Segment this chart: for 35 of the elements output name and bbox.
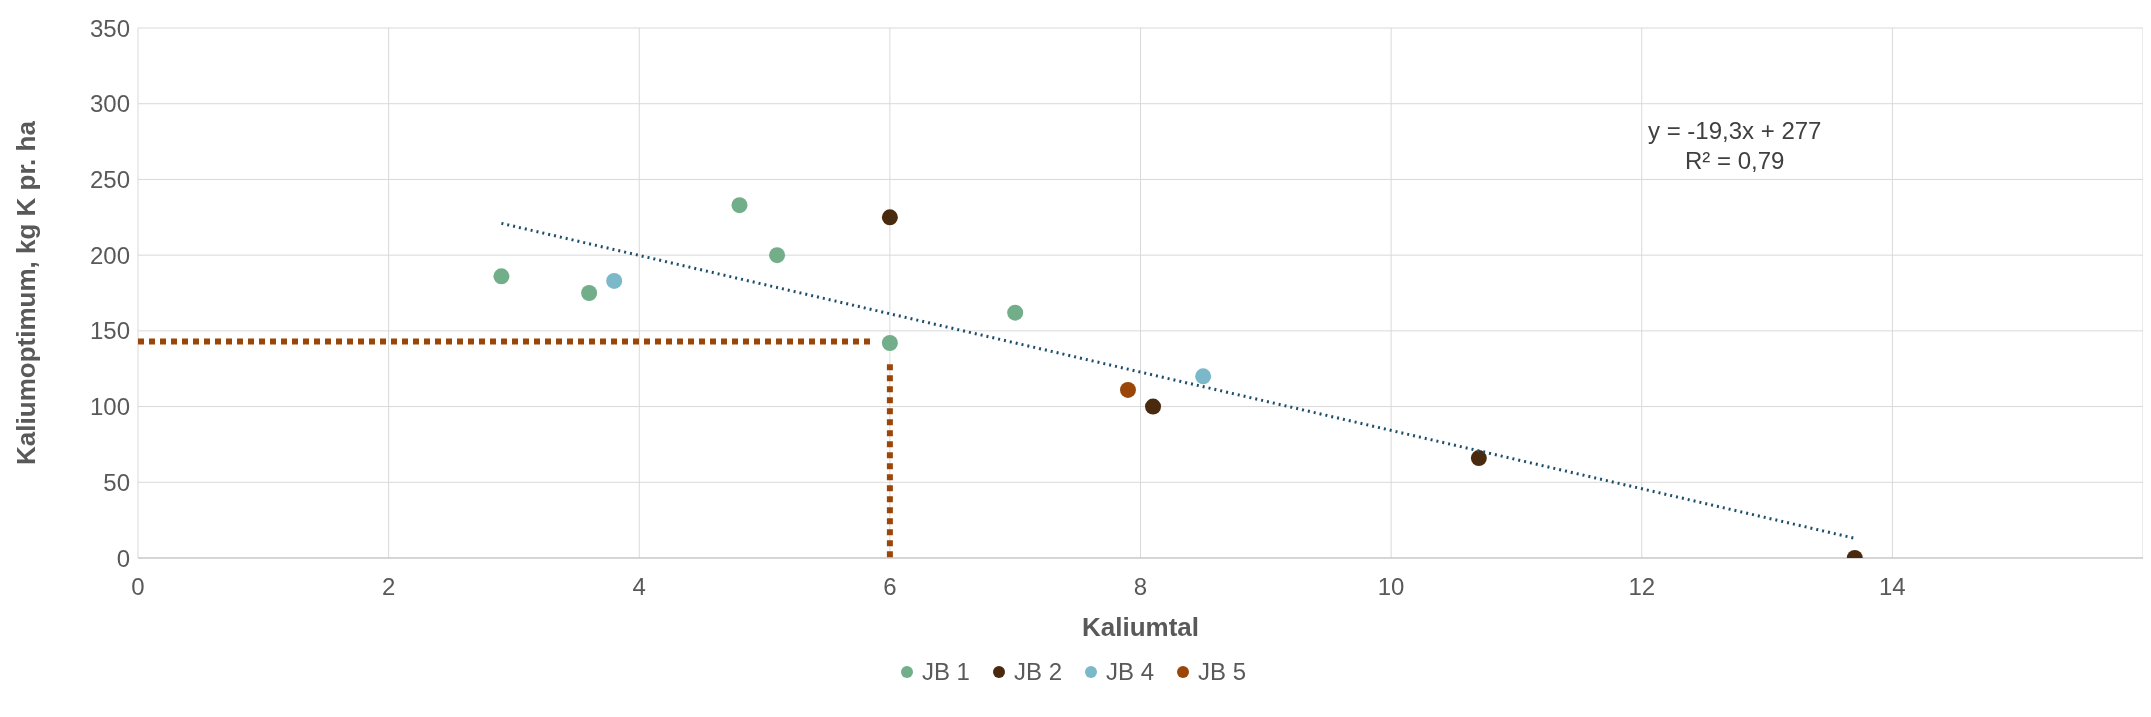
x-axis-title: Kaliumtal (1081, 612, 1200, 642)
point (1195, 368, 1212, 385)
point (731, 197, 748, 214)
y-tick-label: 100 (89, 393, 130, 421)
annotation: y = -19,3x + 277 (1648, 116, 1822, 146)
legend-label: JB 1 (920, 658, 970, 686)
x-tick-label: 6 (883, 573, 897, 601)
y-tick-label: 50 (103, 468, 130, 496)
legend-label: JB 4 (1105, 658, 1155, 686)
x-tick-label: 2 (381, 573, 396, 601)
y-axis-title: Kaliumoptimum, kg K pr. ha (11, 120, 42, 465)
x-tick-label: 10 (1377, 573, 1405, 601)
x-tick-label: 8 (1133, 573, 1148, 601)
x-tick-label: 12 (1628, 573, 1656, 601)
y-tick-label: 250 (89, 165, 130, 193)
x-tick-label: 4 (632, 573, 646, 601)
point (581, 285, 598, 301)
point (881, 334, 898, 351)
y-tick-label: 200 (89, 241, 130, 269)
point (1145, 398, 1162, 415)
point (493, 268, 510, 285)
y-tick-label: 350 (89, 14, 130, 42)
point (1007, 304, 1024, 321)
point (769, 247, 786, 264)
point (606, 272, 623, 289)
x-tick-label: 14 (1879, 573, 1906, 601)
annotation: R² = 0,79 (1684, 146, 1786, 176)
point (1470, 450, 1487, 467)
y-tick-label: 300 (89, 90, 130, 118)
legend-label: JB 5 (1197, 658, 1247, 686)
y-tick-label: 0 (116, 544, 130, 572)
point (1119, 381, 1136, 398)
y-tick-label: 150 (89, 317, 130, 345)
legend-label: JB 2 (1012, 658, 1062, 686)
point (881, 209, 898, 226)
